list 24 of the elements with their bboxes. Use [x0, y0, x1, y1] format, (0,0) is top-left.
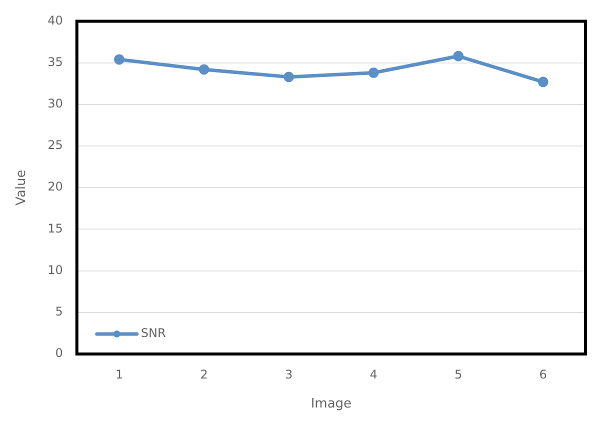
y-tick-label: 40	[48, 13, 63, 28]
point	[453, 50, 464, 62]
x-tick-label: 5	[454, 367, 462, 382]
x-tick-label: 2	[200, 367, 208, 382]
x-axis-title: Image	[310, 396, 352, 412]
x-tick-label: 3	[284, 367, 293, 382]
legend-label: SNR	[140, 326, 166, 340]
x-tick-label: 1	[115, 367, 124, 382]
point	[114, 54, 125, 65]
y-tick-label: 25	[48, 138, 63, 152]
y-tick-label: 5	[55, 304, 63, 319]
y-tick-label: 30	[48, 96, 63, 111]
y-tick-label: 35	[48, 54, 63, 69]
y-tick-label: 20	[48, 180, 63, 194]
x-tick-label: 4	[370, 367, 378, 382]
x-tick-label: 6	[539, 367, 547, 382]
y-axis-title: Value	[14, 170, 30, 206]
point	[538, 76, 548, 88]
point	[368, 68, 379, 78]
y-tick-label: 0	[55, 346, 63, 360]
y-tick-label: 10	[48, 262, 63, 277]
point	[284, 72, 294, 82]
point	[198, 64, 210, 75]
y-tick-label: 15	[48, 221, 63, 236]
